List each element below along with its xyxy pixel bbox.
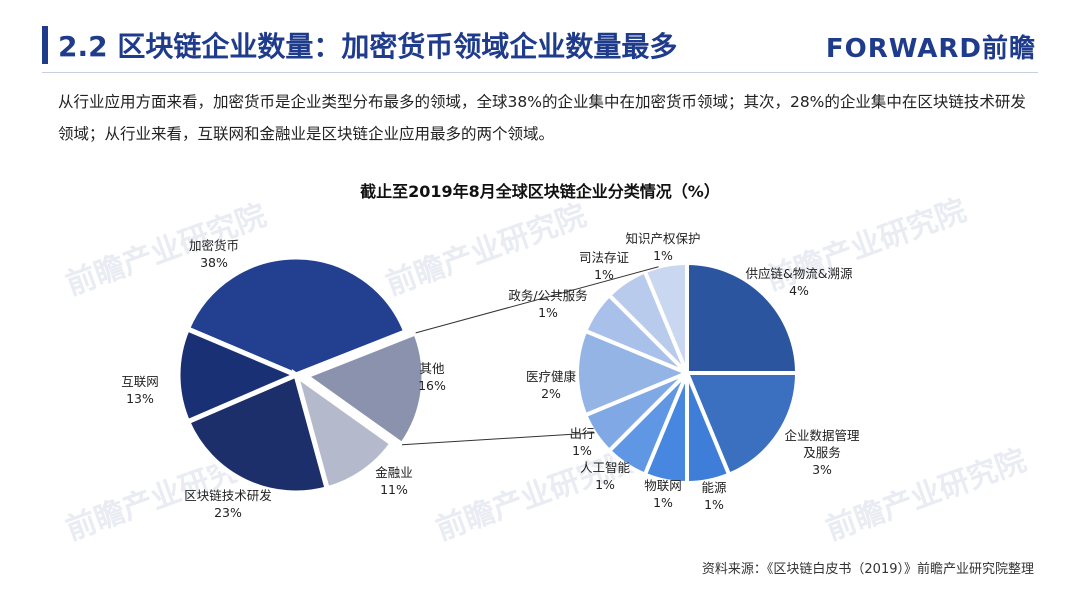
- breakdown-slice-label: 人工智能 1%: [580, 460, 631, 492]
- main-slice-label: 金融业 11%: [375, 465, 413, 497]
- breakdown-pie-slice: [574, 328, 693, 418]
- breakdown-pie-slice: [642, 260, 689, 374]
- breakdown-slice-label: 医疗健康 2%: [526, 369, 577, 401]
- slice-labels: 加密货币 38% 其他 16% 金融业 11% 区块链技术研发 23% 互联网 13% 供应链&物流…: [121, 231, 860, 520]
- brand-logo: FORWARD前瞻: [825, 34, 1036, 64]
- title-accent-bar: [42, 26, 48, 64]
- breakdown-pie-slice: [685, 260, 800, 375]
- main-pie-slice: [184, 371, 331, 496]
- main-slice-label: 加密货币 38%: [189, 238, 239, 270]
- breakdown-pie: [574, 260, 800, 486]
- main-pie-slice: [184, 254, 409, 378]
- main-slice-label: 其他 16%: [418, 361, 446, 393]
- breakdown-pie-slice: [684, 371, 800, 478]
- breakdown-slice-label: 司法存证 1%: [579, 250, 630, 282]
- main-pie: [175, 254, 427, 496]
- main-slice-label: 互联网 13%: [121, 374, 159, 406]
- header-divider: [42, 72, 1038, 73]
- breakdown-slice-label: 物联网 1%: [644, 478, 682, 510]
- main-pie-slice: [175, 325, 303, 426]
- breakdown-slice-label: 企业数据管理及服务 3%: [784, 428, 860, 477]
- page-title: 2.2 区块链企业数量：加密货币领域企业数量最多: [58, 30, 678, 63]
- breakdown-slice-label: 知识产权保护 1%: [625, 231, 700, 263]
- chart-title: 截止至2019年8月全球区块链企业分类情况（%）: [360, 182, 720, 201]
- connector-line-top: [415, 266, 659, 334]
- main-pie-slice: [300, 329, 427, 449]
- breakdown-slice-label: 能源 1%: [701, 480, 727, 512]
- connector-lines: [401, 266, 659, 446]
- intro-paragraph: 从行业应用方面来看，加密货币是企业类型分布最多的领域，全球38%的企业集中在加密…: [58, 93, 1026, 143]
- breakdown-slice-label: 出行 1%: [569, 426, 594, 458]
- breakdown-slice-label: 政务/公共服务 1%: [508, 288, 587, 320]
- source-note: 资料来源：《区块链白皮书（2019）》前瞻产业研究院整理: [701, 562, 1034, 577]
- breakdown-slice-label: 供应链&物流&溯源 4%: [746, 266, 853, 298]
- connector-line-bottom: [401, 432, 595, 446]
- main-slice-label: 区块链技术研发 23%: [184, 488, 272, 520]
